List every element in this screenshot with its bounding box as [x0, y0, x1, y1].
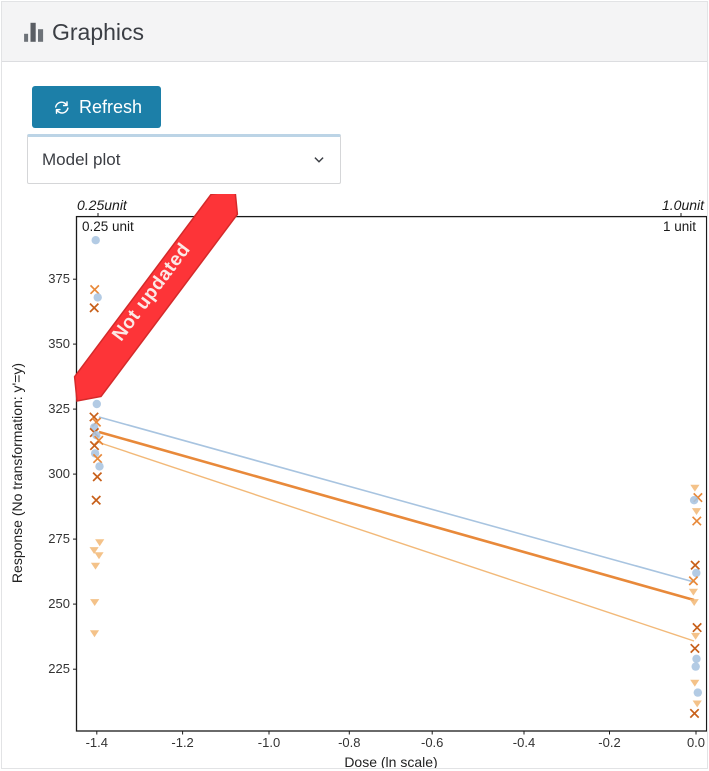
svg-text:1 unit: 1 unit — [663, 219, 696, 234]
svg-text:250: 250 — [48, 596, 70, 611]
svg-text:-0.2: -0.2 — [598, 735, 620, 750]
svg-text:325: 325 — [48, 401, 70, 416]
svg-text:300: 300 — [48, 466, 70, 481]
svg-text:-0.6: -0.6 — [421, 735, 443, 750]
svg-text:0.25unit: 0.25unit — [77, 197, 128, 213]
svg-text:1.0unit: 1.0unit — [662, 197, 705, 213]
svg-text:275: 275 — [48, 531, 70, 546]
svg-text:225: 225 — [48, 661, 70, 676]
svg-text:Response (No transformation: y: Response (No transformation: y'=y) — [9, 363, 25, 583]
svg-text:-1.2: -1.2 — [171, 735, 193, 750]
svg-text:-1.0: -1.0 — [258, 735, 280, 750]
svg-text:375: 375 — [48, 271, 70, 286]
svg-text:0.0: 0.0 — [687, 735, 705, 750]
svg-text:-0.8: -0.8 — [338, 735, 360, 750]
svg-text:350: 350 — [48, 336, 70, 351]
svg-text:0.25 unit: 0.25 unit — [82, 219, 134, 234]
svg-text:-0.4: -0.4 — [513, 735, 535, 750]
svg-text:-1.4: -1.4 — [86, 735, 108, 750]
svg-text:Dose (ln scale): Dose (ln scale) — [344, 754, 437, 769]
